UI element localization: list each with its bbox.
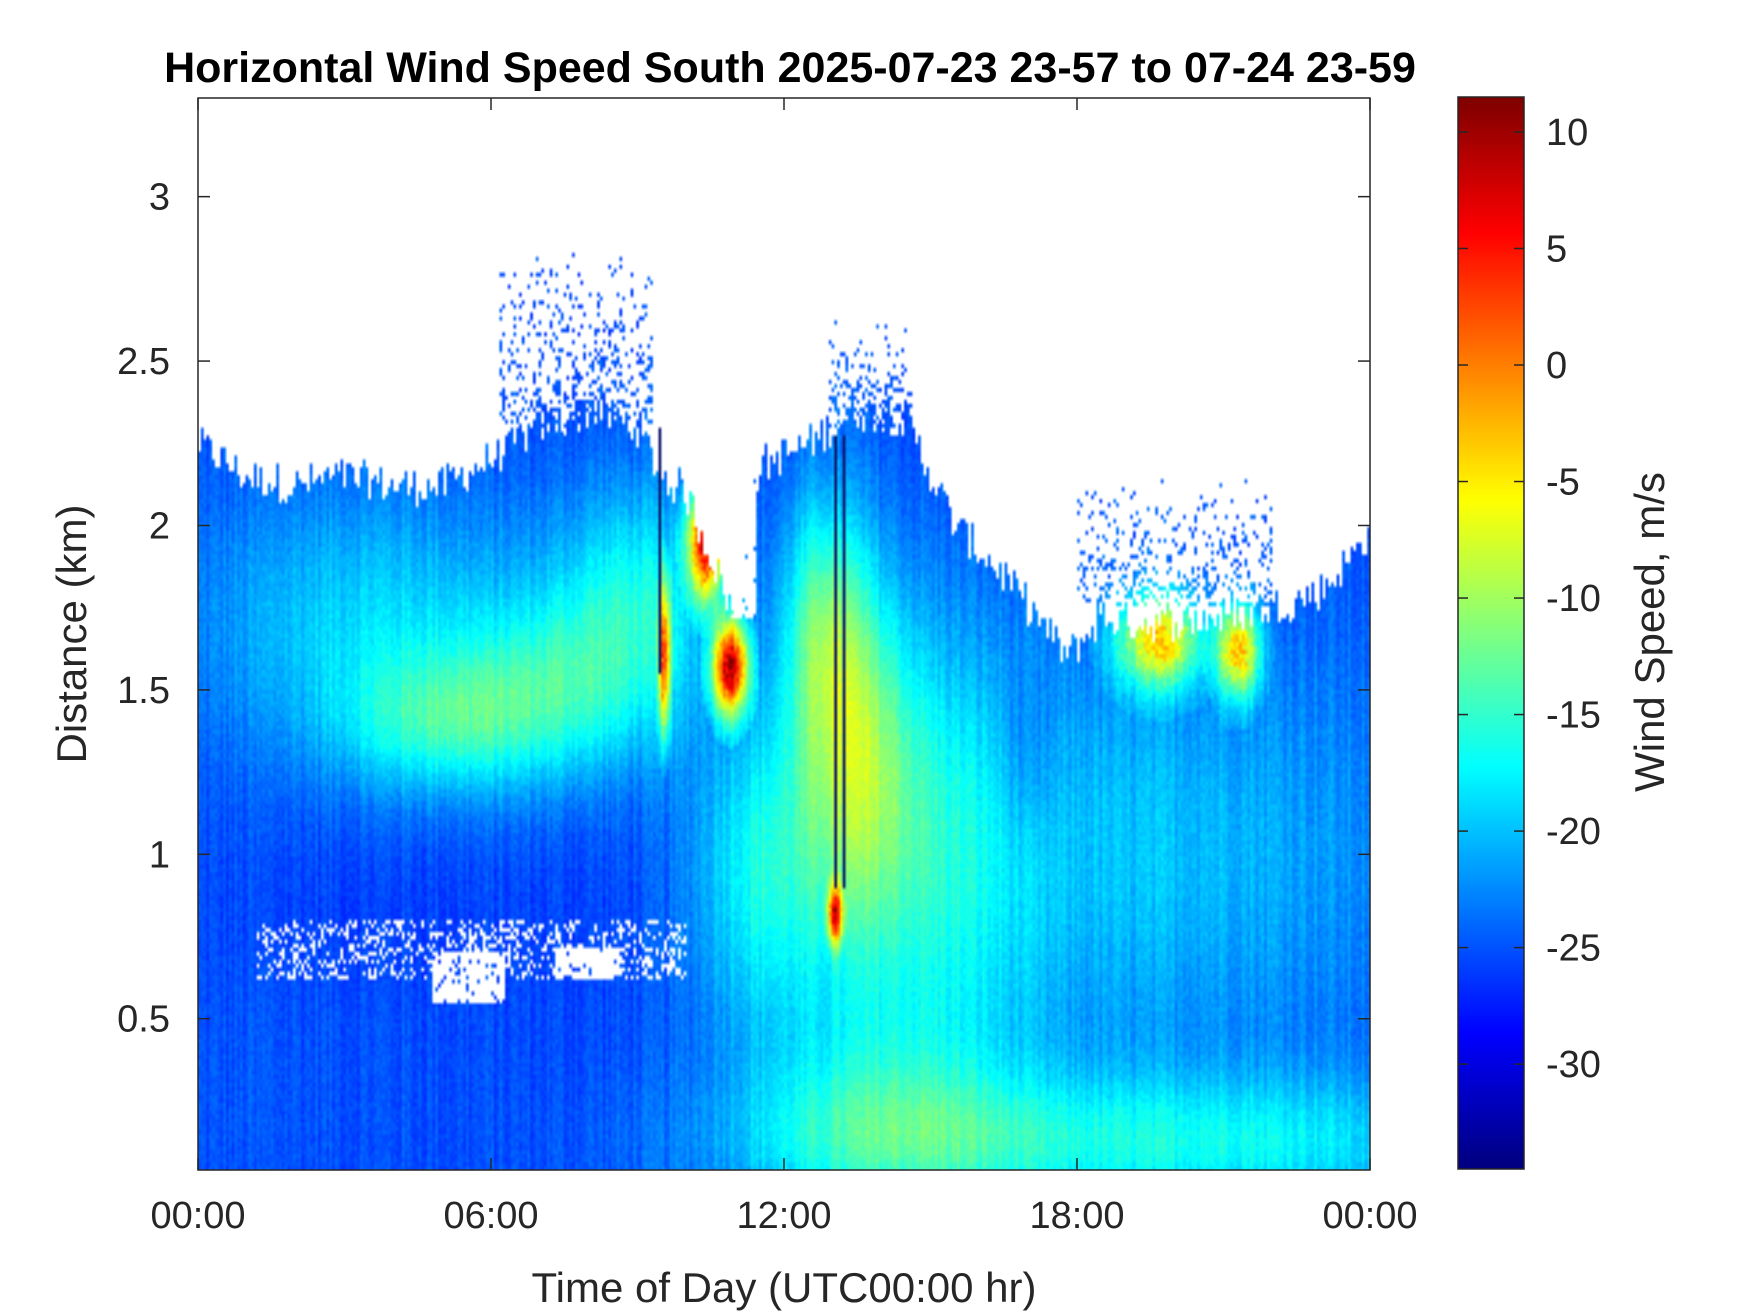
colorbar-gradient	[1458, 97, 1524, 1169]
colorbar-tick-label: -10	[1546, 578, 1601, 620]
y-axis-ticks: 0.5 1 1.5 2 2.5 3	[117, 177, 1370, 1041]
colorbar-tick-label: 0	[1546, 345, 1567, 387]
colorbar-tick-label: 10	[1546, 112, 1588, 154]
x-tick-label: 18:00	[1029, 1195, 1124, 1237]
x-tick-label: 00:00	[1322, 1195, 1417, 1237]
colorbar-tick-label: -5	[1546, 462, 1580, 504]
colorbar-tick-label: -20	[1546, 811, 1601, 853]
y-tick-label: 1	[149, 834, 170, 876]
colorbar-label: Wind Speed, m/s	[1626, 472, 1673, 792]
colorbar: 10 5 0 -5 -10 -15 -20 -25 -30 Wind Speed, m/s	[1457, 96, 1673, 1170]
y-tick-label: 1.5	[117, 670, 170, 712]
x-tick-label: 06:00	[443, 1195, 538, 1237]
chart-title: Horizontal Wind Speed South 2025-07-23 2…	[164, 44, 1416, 92]
x-axis-label: Time of Day (UTC00:00 hr)	[532, 1264, 1037, 1311]
colorbar-ticks: 10 5 0 -5 -10 -15 -20 -25 -30	[1458, 112, 1601, 1086]
y-tick-label: 2	[149, 505, 170, 547]
colorbar-frame	[1457, 96, 1525, 1170]
x-axis-ticks: 00:00 06:00 12:00 18:00 00:00	[150, 98, 1418, 1237]
y-tick-label: 0.5	[117, 999, 170, 1041]
y-tick-label: 3	[149, 177, 170, 219]
plot-area	[197, 97, 1371, 1171]
colorbar-tick-label: -30	[1546, 1044, 1601, 1086]
x-tick-label: 00:00	[150, 1195, 245, 1237]
colorbar-tick-label: -15	[1546, 695, 1601, 737]
wind-speed-heatmap	[198, 98, 1370, 1170]
y-axis-label: Distance (km)	[48, 504, 95, 763]
colorbar-tick-label: -25	[1546, 928, 1601, 970]
y-tick-label: 2.5	[117, 341, 170, 383]
x-tick-label: 12:00	[736, 1195, 831, 1237]
colorbar-tick-label: 5	[1546, 228, 1567, 270]
